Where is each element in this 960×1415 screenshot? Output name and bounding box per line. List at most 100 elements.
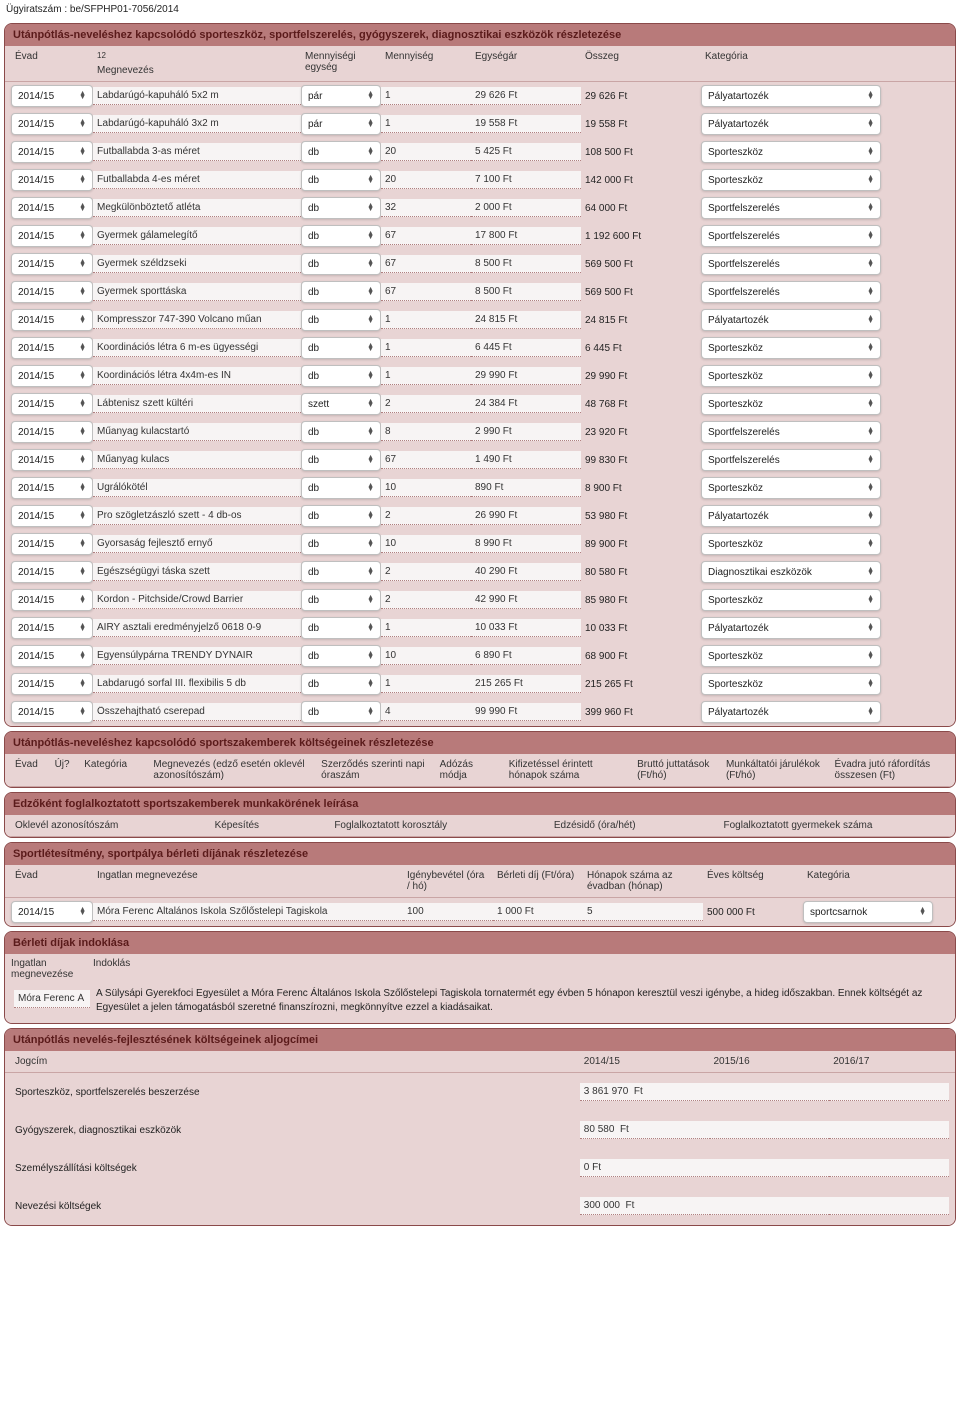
megnevezes-input[interactable]: [93, 311, 301, 329]
category-select[interactable]: Sportfelszerelés▲▼: [701, 225, 881, 247]
price-input[interactable]: [471, 367, 581, 385]
qty-input[interactable]: [381, 535, 471, 553]
qty-input[interactable]: [381, 619, 471, 637]
unit-select[interactable]: db▲▼: [301, 589, 381, 611]
megnevezes-input[interactable]: [93, 591, 301, 609]
price-input[interactable]: [471, 563, 581, 581]
price-input[interactable]: [471, 143, 581, 161]
evad-select[interactable]: 2014/15▲▼: [11, 141, 93, 163]
qty-input[interactable]: [381, 703, 471, 721]
category-select[interactable]: Sporteszköz▲▼: [701, 365, 881, 387]
price-input[interactable]: [471, 199, 581, 217]
unit-select[interactable]: pár▲▼: [301, 113, 381, 135]
qty-input[interactable]: [381, 171, 471, 189]
category-select[interactable]: Sporteszköz▲▼: [701, 673, 881, 695]
y2-input[interactable]: [710, 1159, 830, 1177]
evad-select[interactable]: 2014/15▲▼: [11, 113, 93, 135]
price-input[interactable]: [471, 451, 581, 469]
evad-select[interactable]: 2014/15▲▼: [11, 617, 93, 639]
unit-select[interactable]: db▲▼: [301, 449, 381, 471]
berlet-igeny-input[interactable]: [403, 903, 493, 921]
price-input[interactable]: [471, 311, 581, 329]
unit-select[interactable]: db▲▼: [301, 561, 381, 583]
megnevezes-input[interactable]: [93, 143, 301, 161]
evad-select[interactable]: 2014/15▲▼: [11, 505, 93, 527]
y1-input[interactable]: [580, 1159, 710, 1177]
evad-select[interactable]: 2014/15▲▼: [11, 225, 93, 247]
qty-input[interactable]: [381, 563, 471, 581]
y3-input[interactable]: [829, 1083, 949, 1101]
megnevezes-input[interactable]: [93, 87, 301, 105]
unit-select[interactable]: db▲▼: [301, 197, 381, 219]
evad-select[interactable]: 2014/15▲▼: [11, 169, 93, 191]
price-input[interactable]: [471, 255, 581, 273]
y2-input[interactable]: [710, 1083, 830, 1101]
unit-select[interactable]: db▲▼: [301, 477, 381, 499]
unit-select[interactable]: db▲▼: [301, 141, 381, 163]
unit-select[interactable]: db▲▼: [301, 533, 381, 555]
unit-select[interactable]: db▲▼: [301, 337, 381, 359]
price-input[interactable]: [471, 395, 581, 413]
megnevezes-input[interactable]: [93, 507, 301, 525]
unit-select[interactable]: db▲▼: [301, 617, 381, 639]
unit-select[interactable]: db▲▼: [301, 309, 381, 331]
megnevezes-input[interactable]: [93, 339, 301, 357]
megnevezes-input[interactable]: [93, 535, 301, 553]
qty-input[interactable]: [381, 423, 471, 441]
qty-input[interactable]: [381, 311, 471, 329]
megnevezes-input[interactable]: [93, 171, 301, 189]
megnevezes-input[interactable]: [93, 703, 301, 721]
megnevezes-input[interactable]: [93, 451, 301, 469]
price-input[interactable]: [471, 619, 581, 637]
category-select[interactable]: Pályatartozék▲▼: [701, 309, 881, 331]
qty-input[interactable]: [381, 255, 471, 273]
megnevezes-input[interactable]: [93, 199, 301, 217]
evad-select[interactable]: 2014/15▲▼: [11, 309, 93, 331]
qty-input[interactable]: [381, 199, 471, 217]
unit-select[interactable]: db▲▼: [301, 365, 381, 387]
evad-select[interactable]: 2014/15▲▼: [11, 449, 93, 471]
price-input[interactable]: [471, 591, 581, 609]
megnevezes-input[interactable]: [93, 367, 301, 385]
category-select[interactable]: Pályatartozék▲▼: [701, 505, 881, 527]
price-input[interactable]: [471, 647, 581, 665]
price-input[interactable]: [471, 171, 581, 189]
unit-select[interactable]: db▲▼: [301, 701, 381, 723]
megnevezes-input[interactable]: [93, 283, 301, 301]
berlet-honap-input[interactable]: [583, 903, 703, 921]
category-select[interactable]: Sporteszköz▲▼: [701, 169, 881, 191]
unit-select[interactable]: db▲▼: [301, 673, 381, 695]
megnevezes-input[interactable]: [93, 395, 301, 413]
qty-input[interactable]: [381, 283, 471, 301]
megnevezes-input[interactable]: [93, 675, 301, 693]
y1-input[interactable]: [580, 1197, 710, 1215]
qty-input[interactable]: [381, 227, 471, 245]
y3-input[interactable]: [829, 1159, 949, 1177]
y1-input[interactable]: [580, 1083, 710, 1101]
unit-select[interactable]: db▲▼: [301, 169, 381, 191]
price-input[interactable]: [471, 339, 581, 357]
evad-select[interactable]: 2014/15▲▼: [11, 589, 93, 611]
category-select[interactable]: Sportfelszerelés▲▼: [701, 197, 881, 219]
category-select[interactable]: Sportfelszerelés▲▼: [701, 421, 881, 443]
category-select[interactable]: Pályatartozék▲▼: [701, 113, 881, 135]
unit-select[interactable]: szett▲▼: [301, 393, 381, 415]
megnevezes-input[interactable]: [93, 255, 301, 273]
category-select[interactable]: Sporteszköz▲▼: [701, 589, 881, 611]
price-input[interactable]: [471, 535, 581, 553]
price-input[interactable]: [471, 227, 581, 245]
unit-select[interactable]: pár▲▼: [301, 85, 381, 107]
evad-select[interactable]: 2014/15▲▼: [11, 365, 93, 387]
category-select[interactable]: Sporteszköz▲▼: [701, 645, 881, 667]
berlet-ingatlan-input[interactable]: [93, 903, 403, 921]
y3-input[interactable]: [829, 1197, 949, 1215]
category-select[interactable]: Sportfelszerelés▲▼: [701, 449, 881, 471]
unit-select[interactable]: db▲▼: [301, 225, 381, 247]
megnevezes-input[interactable]: [93, 619, 301, 637]
evad-select[interactable]: 2014/15▲▼: [11, 561, 93, 583]
category-select[interactable]: Sporteszköz▲▼: [701, 477, 881, 499]
category-select[interactable]: Sportfelszerelés▲▼: [701, 281, 881, 303]
qty-input[interactable]: [381, 479, 471, 497]
megnevezes-input[interactable]: [93, 115, 301, 133]
unit-select[interactable]: db▲▼: [301, 421, 381, 443]
